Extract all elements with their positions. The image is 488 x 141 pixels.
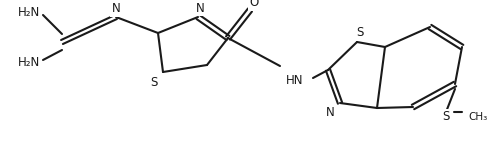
Text: S: S	[356, 26, 364, 38]
Text: S: S	[150, 75, 158, 89]
Text: N: N	[112, 3, 121, 16]
Text: CH₃: CH₃	[468, 112, 487, 122]
Text: N: N	[196, 2, 204, 15]
Text: O: O	[249, 0, 259, 9]
Text: HN: HN	[286, 73, 304, 86]
Text: H₂N: H₂N	[18, 6, 40, 19]
Text: N: N	[325, 106, 334, 120]
Text: S: S	[442, 111, 449, 124]
Text: H₂N: H₂N	[18, 56, 40, 69]
